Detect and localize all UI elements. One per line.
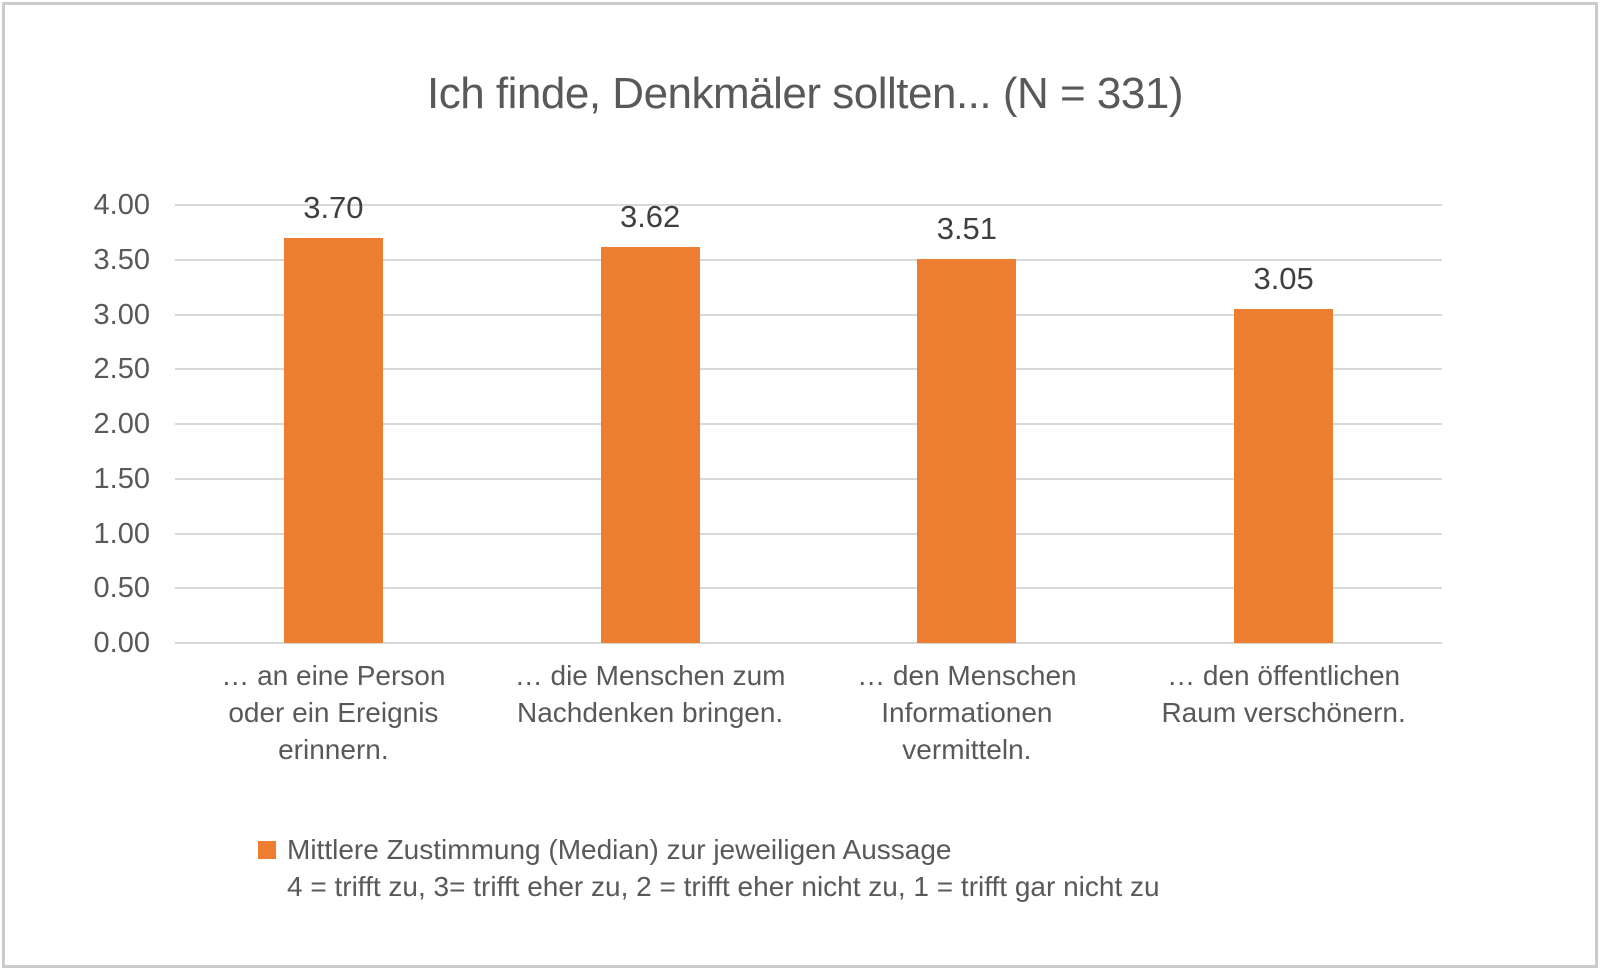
y-axis-tick-label: 3.00 — [93, 298, 150, 331]
gridline — [175, 587, 1442, 590]
legend-label: Mittlere Zustimmung (Median) zur jeweili… — [287, 834, 952, 865]
bar-value-label: 3.70 — [303, 189, 364, 225]
plot-area — [175, 204, 1442, 644]
y-axis-tick-label: 4.00 — [93, 189, 150, 221]
x-axis-category-label: … die Menschen zum Nachdenken bringen. — [514, 660, 786, 728]
y-axis-tick-label: 1.00 — [93, 517, 150, 550]
legend-swatch-icon — [258, 840, 276, 859]
y-axis-tick-label: 3.50 — [93, 243, 150, 276]
x-axis-category-label: … den öffentlichen Raum verschönern. — [1161, 660, 1406, 728]
legend-entry: Mittlere Zustimmung (Median) zur jeweili… — [258, 831, 1160, 868]
bar-value-label: 3.05 — [1253, 261, 1314, 297]
gridline — [175, 204, 1442, 206]
gridline — [175, 368, 1442, 371]
chart-title: Ich finde, Denkmäler sollten... (N = 331… — [427, 69, 1183, 118]
gridline — [175, 642, 1442, 644]
gridline — [175, 313, 1442, 316]
y-axis-tick-label: 2.00 — [93, 408, 150, 440]
y-axis-tick-label: 0.00 — [93, 627, 150, 659]
gridline — [175, 477, 1442, 480]
bar-4 — [1234, 309, 1334, 643]
x-axis-category-label: … an eine Person oder ein Ereignis erinn… — [221, 660, 446, 765]
bar-2 — [600, 246, 700, 643]
y-axis-tick-label: 2.50 — [93, 353, 150, 386]
x-axis-category-label: … den Menschen Informationen vermitteln. — [857, 660, 1077, 765]
bar-value-label: 3.62 — [619, 198, 681, 234]
y-axis-tick-label: 0.50 — [93, 572, 150, 605]
gridline — [175, 532, 1442, 535]
bar-1 — [283, 237, 383, 643]
gridline — [175, 258, 1442, 261]
bar-3 — [917, 258, 1017, 643]
legend: Mittlere Zustimmung (Median) zur jeweili… — [258, 831, 1160, 905]
bar-value-label: 3.51 — [936, 210, 998, 246]
legend-scale-note: 4 = trifft zu, 3= trifft eher zu, 2 = tr… — [287, 871, 1160, 902]
gridline — [175, 423, 1442, 425]
y-axis-tick-label: 1.50 — [93, 462, 150, 495]
